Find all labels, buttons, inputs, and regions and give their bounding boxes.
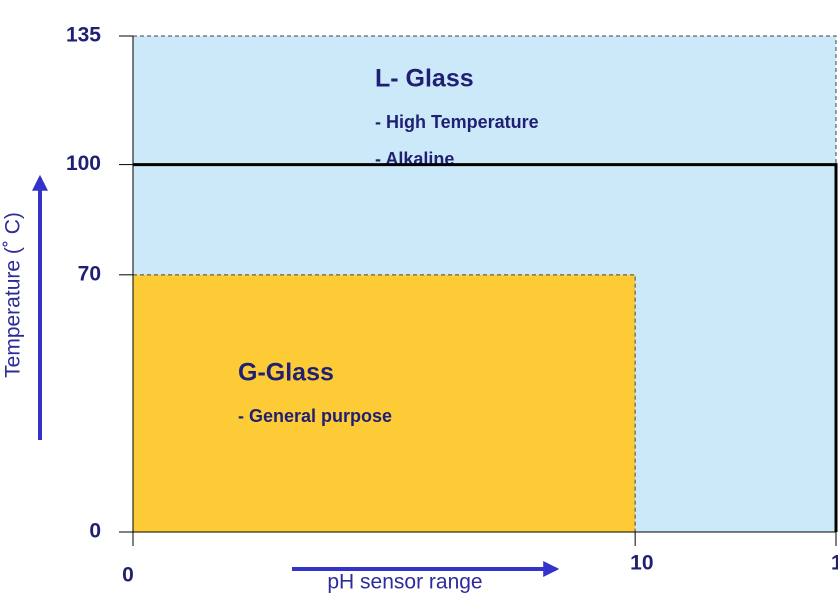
x-tick-label: 10 xyxy=(630,552,653,575)
x-tick-label: 14 xyxy=(831,552,838,575)
region-note: - High Temperature xyxy=(375,112,539,132)
y-tick-label: 0 xyxy=(89,520,101,543)
region-title: G-Glass xyxy=(238,359,334,387)
y-tick-label: 100 xyxy=(66,152,101,175)
region-edge xyxy=(133,35,837,532)
region-note: - General purpose xyxy=(238,406,392,426)
boundary-line xyxy=(133,163,838,532)
y-tick-label: 135 xyxy=(66,24,101,47)
region xyxy=(133,274,636,532)
x-axis-title: pH sensor range xyxy=(327,571,482,594)
x-tick-label: 0 xyxy=(122,564,134,587)
y-axis-title: Temperature (˚ C) xyxy=(2,212,25,378)
region-edge xyxy=(133,274,636,532)
region-title: L- Glass xyxy=(375,65,474,93)
y-tick-label: 70 xyxy=(78,262,101,285)
plot-area: L- Glass- High Temperature- AlkalineG-Gl… xyxy=(66,24,838,587)
